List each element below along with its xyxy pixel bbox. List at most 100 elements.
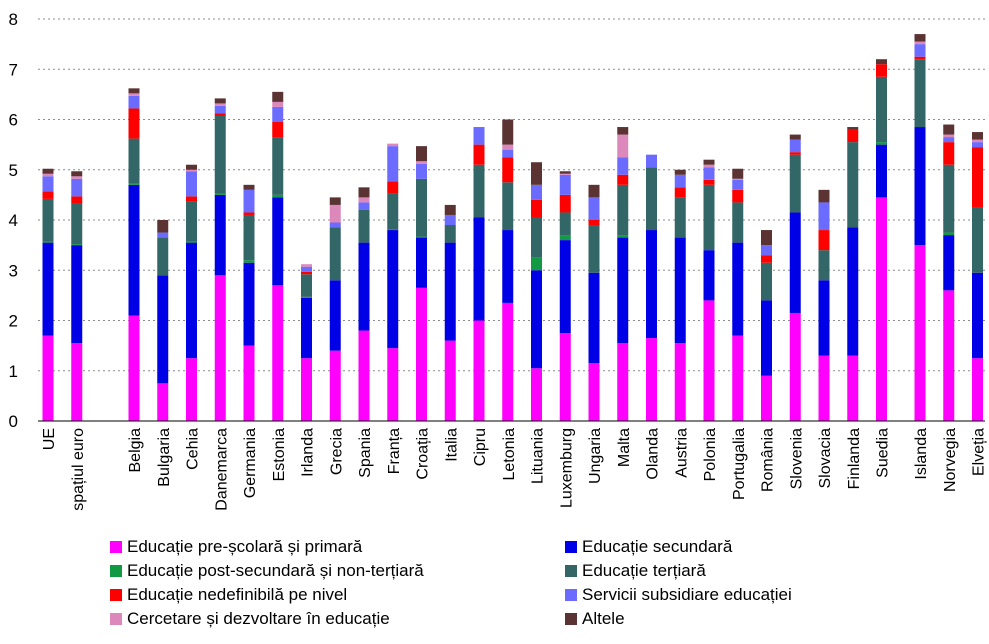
bar-segment (157, 220, 169, 233)
bar-segment (387, 230, 399, 349)
bar-segment (847, 142, 859, 228)
bar-segment (914, 34, 926, 42)
y-tick-label: 4 (9, 211, 18, 230)
bar-segment (761, 255, 772, 263)
legend-item: Educație nedefinibilă pe nivel (110, 584, 347, 606)
bar-segment (42, 198, 54, 242)
bar-segment (502, 144, 514, 150)
bar-segment (617, 157, 629, 175)
bar-segment (301, 271, 312, 275)
bar-segment (416, 236, 427, 238)
bar-segment (444, 225, 456, 243)
bar-segment (243, 345, 255, 421)
bar-segment (387, 146, 399, 182)
x-tick-label: Irlanda (300, 428, 317, 477)
bar-segment (847, 227, 859, 356)
bar-segment (674, 174, 686, 188)
x-tick-label: Bulgaria (156, 428, 173, 487)
bar-segment (617, 174, 629, 185)
bar-segment (617, 235, 629, 238)
legend-swatch (565, 613, 577, 625)
x-tick-label: Austria (673, 428, 690, 478)
bar-segment (732, 168, 744, 179)
bar-segment (646, 167, 657, 231)
bar-segment (71, 203, 83, 245)
bar-segment (157, 237, 169, 276)
bar-segment (71, 343, 83, 421)
bar-segment (761, 230, 772, 246)
bar-segment (943, 124, 955, 135)
bar-segment (186, 241, 197, 243)
bar-segment (732, 179, 744, 190)
bar-segment (502, 230, 514, 303)
bar-segment (358, 202, 370, 210)
bar-segment (473, 127, 485, 145)
bar-segment (559, 171, 571, 174)
bar-segment (387, 229, 399, 231)
legend-label: Cercetare și dezvoltare în educație (127, 609, 390, 628)
bar-segment (588, 220, 600, 226)
y-tick-label: 3 (9, 261, 18, 280)
bar-segment (617, 127, 629, 135)
x-tick-label: Spania (357, 428, 374, 478)
bar-segment (531, 368, 542, 421)
bar-segment (329, 204, 341, 223)
bar-segment (761, 375, 772, 421)
bar-segment (732, 178, 744, 180)
stacked-bar-chart: 0 1 2 3 4 5 6 7 8 UE spațiul euro Belgia Bulgaria Ceh… (9, 10, 988, 511)
bar-segment (186, 196, 197, 202)
bar-segment (502, 302, 514, 421)
legend-item: Educație terțiară (565, 560, 706, 582)
bar-segment (914, 41, 926, 45)
bar-segment (128, 108, 140, 139)
bar-segment (588, 272, 600, 364)
bar-segment (214, 103, 226, 106)
bar-segment (301, 264, 312, 267)
legend-swatch (565, 541, 577, 553)
bar-segment (646, 338, 657, 421)
bar-segment (789, 152, 801, 155)
bar-segment (387, 348, 399, 421)
bar-segment (674, 343, 686, 421)
bar-segment (818, 189, 830, 203)
bar-segment (559, 235, 571, 241)
bar-segment (444, 204, 456, 215)
x-tick-label: Malta (616, 428, 633, 467)
bar-segment (876, 144, 887, 198)
bar-segment (272, 197, 284, 286)
bar-segment (358, 242, 370, 331)
bar-segment (502, 157, 514, 183)
x-tick-label: Olanda (645, 428, 662, 480)
bar-segment (818, 230, 830, 251)
x-tick-label: Portugalia (731, 428, 748, 500)
bar-segment (559, 194, 571, 213)
bar-segment (617, 134, 629, 158)
x-tick-label: Ungaria (587, 428, 604, 484)
bar-segment (387, 193, 399, 230)
bar-segment (943, 290, 955, 421)
bar-segment (531, 199, 542, 218)
bar-segment (876, 59, 887, 65)
bar-segment (444, 214, 456, 226)
bar-segment (473, 144, 485, 165)
x-tick-label: Germania (242, 428, 259, 498)
bar-segment (416, 178, 427, 237)
bar-segment (531, 184, 542, 200)
bar-segment (243, 214, 255, 261)
bar-segment (876, 64, 887, 77)
bar-segment (272, 122, 284, 138)
bar-segment (703, 164, 715, 168)
bar-segment (128, 88, 140, 94)
bar-segment (186, 171, 197, 197)
bar-segment (301, 358, 312, 421)
bar-segment (914, 44, 926, 57)
bar-segment (761, 300, 772, 376)
bar-segment (531, 270, 542, 369)
bar-segment (42, 335, 54, 421)
bar-segment (646, 230, 657, 339)
bar-segment (789, 154, 801, 213)
bar-segment (329, 197, 341, 205)
bar-segment (502, 149, 514, 158)
bar-segment (329, 280, 341, 351)
bar-segment (847, 127, 859, 130)
